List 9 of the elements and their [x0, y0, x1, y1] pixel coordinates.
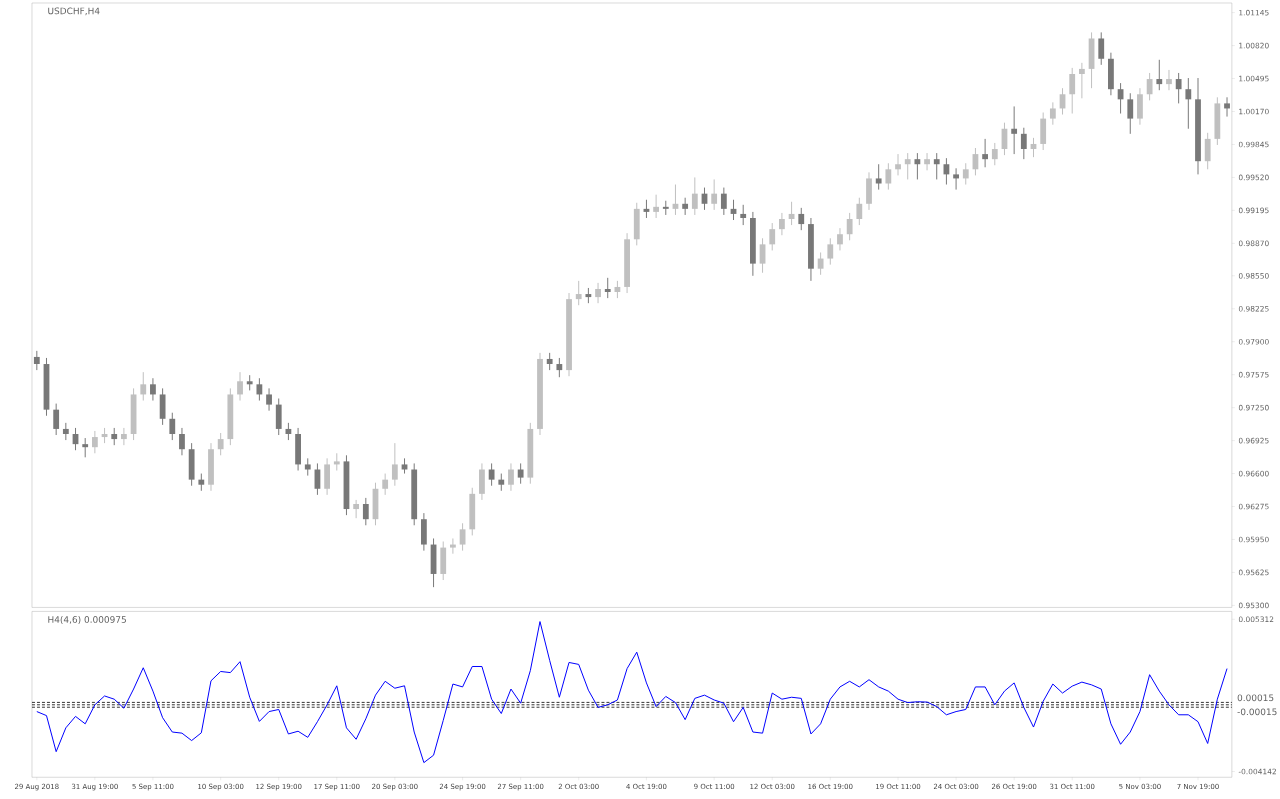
- chart-title: USDCHF,H4: [48, 7, 100, 16]
- candlestick: [875, 163, 882, 190]
- ref-line-label: 0.00015: [1237, 694, 1274, 702]
- candlestick: [391, 442, 398, 487]
- candlestick: [304, 457, 311, 476]
- candlestick: [827, 237, 834, 266]
- chart-title: H4(4,6) 0.000975: [48, 615, 126, 624]
- ref-line-label: -0.00015: [1237, 708, 1277, 716]
- candlestick: [885, 162, 892, 190]
